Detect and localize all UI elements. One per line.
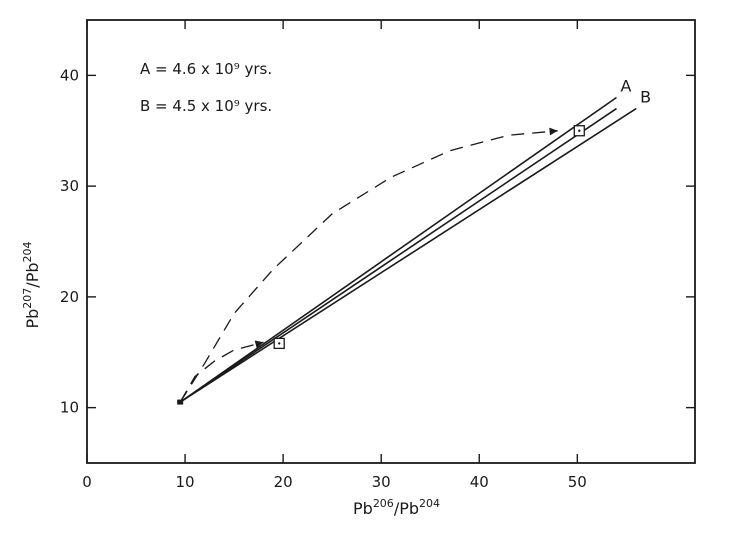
x-tick-label: 40	[470, 473, 489, 491]
x-tick-label: 20	[274, 473, 293, 491]
series-line	[179, 107, 617, 403]
series-label: B	[640, 88, 651, 107]
dashed-curve	[179, 130, 558, 403]
x-axis-label-sup-204: 204	[419, 497, 440, 510]
arrowhead	[549, 127, 558, 136]
markers-layer	[177, 125, 585, 405]
series-label: A	[621, 77, 632, 96]
x-tick-label: 10	[176, 473, 195, 491]
x-axis-label: Pb206/Pb204	[353, 497, 440, 518]
square-marker-dot	[578, 129, 581, 132]
x-axis-label-sup-206: 206	[373, 497, 394, 510]
square-marker-dot	[278, 342, 281, 345]
origin-marker	[177, 399, 184, 405]
series-line	[179, 96, 617, 403]
x-tick-label: 0	[82, 473, 92, 491]
arrowhead	[254, 340, 264, 349]
x-tick-label: 50	[568, 473, 587, 491]
y-tick-label: 20	[60, 288, 79, 306]
y-tick-label: 40	[60, 66, 79, 84]
x-tick-label: 30	[372, 473, 391, 491]
plot-frame	[86, 19, 696, 464]
series-layer: AB	[179, 77, 651, 403]
series-line	[179, 107, 637, 403]
dashed-curve	[179, 341, 264, 403]
ticks-layer: 0 10 20 30 40 50 10 20 30 40	[60, 20, 695, 491]
annotation-age-a: A = 4.6 x 10⁹ yrs.	[140, 60, 272, 78]
y-axis-label: Pb207/Pb204	[21, 241, 42, 328]
y-tick-label: 30	[60, 177, 79, 195]
annotation-age-b: B = 4.5 x 10⁹ yrs.	[140, 97, 272, 115]
y-tick-label: 10	[60, 399, 79, 417]
